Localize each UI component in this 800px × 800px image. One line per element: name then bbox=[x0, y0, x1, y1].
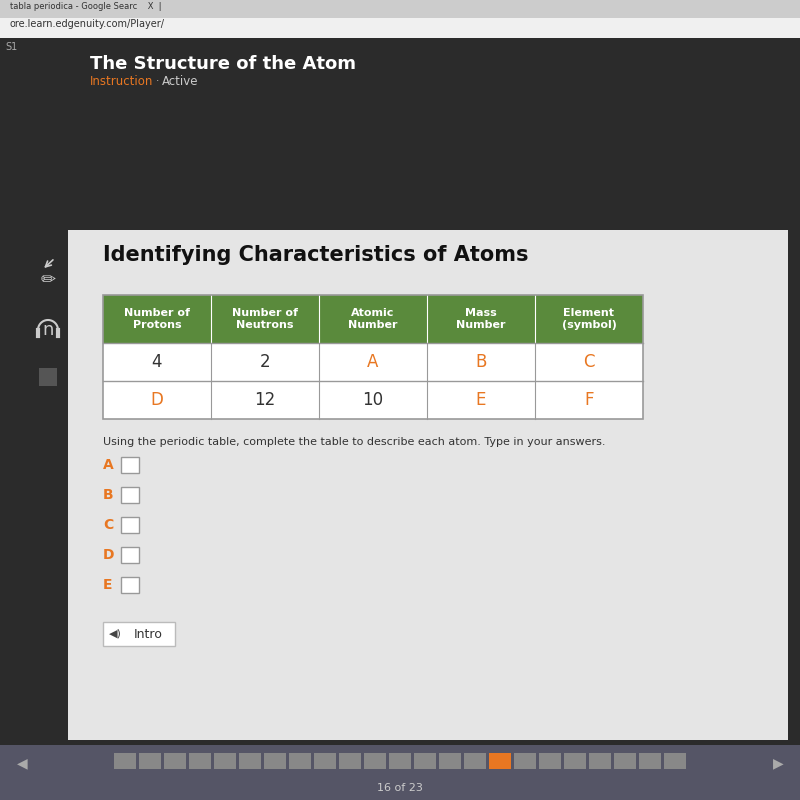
Bar bbox=[114, 753, 136, 769]
Bar bbox=[489, 753, 511, 769]
Bar bbox=[103, 622, 175, 646]
Bar bbox=[0, 745, 800, 800]
Bar bbox=[189, 753, 211, 769]
Text: F: F bbox=[584, 391, 594, 409]
Text: C: C bbox=[583, 353, 594, 371]
Bar bbox=[103, 343, 643, 381]
Text: C: C bbox=[103, 518, 114, 532]
Text: Element
(symbol): Element (symbol) bbox=[562, 308, 617, 330]
Text: Number of
Neutrons: Number of Neutrons bbox=[232, 308, 298, 330]
Text: Identifying Characteristics of Atoms: Identifying Characteristics of Atoms bbox=[103, 245, 529, 265]
Text: ore.learn.edgenuity.com/Player/: ore.learn.edgenuity.com/Player/ bbox=[10, 19, 165, 29]
Bar bbox=[214, 753, 236, 769]
Bar bbox=[364, 753, 386, 769]
Bar bbox=[339, 753, 361, 769]
Bar bbox=[121, 547, 139, 563]
Bar bbox=[121, 577, 139, 593]
Bar bbox=[103, 381, 643, 419]
Bar bbox=[0, 0, 800, 18]
Bar bbox=[389, 753, 411, 769]
Text: D: D bbox=[150, 391, 163, 409]
Text: ·: · bbox=[152, 75, 163, 88]
Text: 12: 12 bbox=[254, 391, 276, 409]
Bar bbox=[614, 753, 636, 769]
Text: Mass
Number: Mass Number bbox=[456, 308, 506, 330]
Bar bbox=[564, 753, 586, 769]
Text: n: n bbox=[42, 321, 54, 339]
Bar bbox=[639, 753, 661, 769]
Text: 16 of 23: 16 of 23 bbox=[377, 783, 423, 793]
Text: 10: 10 bbox=[362, 391, 383, 409]
Bar bbox=[664, 753, 686, 769]
Text: Using the periodic table, complete the table to describe each atom. Type in your: Using the periodic table, complete the t… bbox=[103, 437, 606, 447]
Bar bbox=[0, 18, 800, 38]
Bar bbox=[314, 753, 336, 769]
Bar bbox=[239, 753, 261, 769]
Text: A: A bbox=[103, 458, 114, 472]
Text: 2: 2 bbox=[260, 353, 270, 371]
Text: S1: S1 bbox=[5, 42, 18, 52]
Bar bbox=[164, 753, 186, 769]
Text: Active: Active bbox=[162, 75, 198, 88]
Bar bbox=[39, 368, 57, 386]
Text: ✏: ✏ bbox=[41, 271, 55, 289]
Bar bbox=[264, 753, 286, 769]
Bar bbox=[68, 230, 788, 740]
Text: Intro: Intro bbox=[134, 627, 162, 641]
Text: B: B bbox=[475, 353, 486, 371]
Text: D: D bbox=[103, 548, 114, 562]
Text: E: E bbox=[103, 578, 113, 592]
Text: A: A bbox=[367, 353, 378, 371]
Bar bbox=[589, 753, 611, 769]
Text: tabla periodica - Google Searc    X  |: tabla periodica - Google Searc X | bbox=[10, 2, 162, 11]
Bar bbox=[121, 517, 139, 533]
Text: ◀): ◀) bbox=[109, 629, 122, 639]
Bar bbox=[103, 295, 643, 343]
Bar bbox=[414, 753, 436, 769]
Bar bbox=[439, 753, 461, 769]
Text: The Structure of the Atom: The Structure of the Atom bbox=[90, 55, 356, 73]
Text: 4: 4 bbox=[152, 353, 162, 371]
Text: ▶: ▶ bbox=[773, 756, 783, 770]
Bar bbox=[103, 295, 643, 419]
Text: Atomic
Number: Atomic Number bbox=[348, 308, 398, 330]
Bar bbox=[121, 457, 139, 473]
Text: Instruction: Instruction bbox=[90, 75, 154, 88]
Bar bbox=[139, 753, 161, 769]
Text: B: B bbox=[103, 488, 114, 502]
Bar bbox=[121, 487, 139, 503]
Text: Number of
Protons: Number of Protons bbox=[124, 308, 190, 330]
Bar bbox=[539, 753, 561, 769]
Bar bbox=[464, 753, 486, 769]
Bar bbox=[289, 753, 311, 769]
Text: E: E bbox=[476, 391, 486, 409]
Bar bbox=[514, 753, 536, 769]
Text: ◀: ◀ bbox=[17, 756, 27, 770]
